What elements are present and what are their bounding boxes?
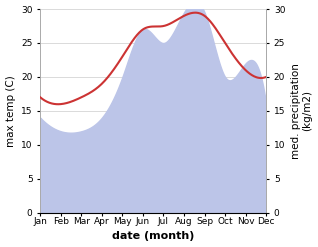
X-axis label: date (month): date (month) [112,231,194,242]
Y-axis label: max temp (C): max temp (C) [5,75,16,147]
Y-axis label: med. precipitation
(kg/m2): med. precipitation (kg/m2) [291,63,313,159]
